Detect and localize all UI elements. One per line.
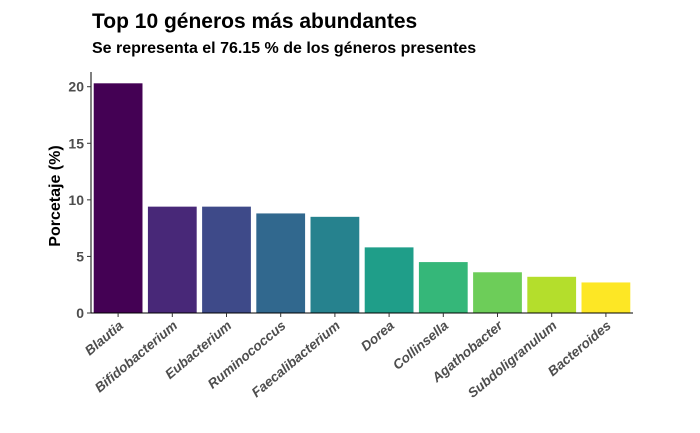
x-tick-label-subdoligranulum: Subdoligranulum — [465, 318, 560, 401]
bar-faecalibacterium — [310, 216, 360, 313]
bar-eubacterium — [202, 206, 251, 313]
bar-bacteroides — [581, 282, 631, 313]
y-tick-label-20: 20 — [68, 79, 84, 95]
y-axis-title: Porcetaje (%) — [47, 145, 64, 246]
bar-ruminococcus — [256, 213, 306, 313]
x-tick-label-dorea: Dorea — [358, 317, 397, 353]
bar-dorea — [364, 247, 414, 313]
y-tick-label-5: 5 — [76, 248, 84, 264]
chart-subtitle: Se representa el 76.15 % de los géneros … — [92, 40, 477, 57]
y-tick-label-10: 10 — [68, 192, 84, 208]
chart-title: Top 10 géneros más abundantes — [92, 10, 418, 33]
y-tick-label-15: 15 — [68, 135, 84, 151]
y-tick-label-0: 0 — [76, 305, 84, 321]
bar-blautia — [93, 83, 143, 314]
bar-agathobacter — [473, 272, 522, 313]
bar-subdoligranulum — [527, 276, 577, 313]
bar-bifidobacterium — [147, 206, 197, 313]
x-tick-label-blautia: Blautia — [82, 317, 126, 358]
bar-collinsella — [418, 262, 468, 313]
